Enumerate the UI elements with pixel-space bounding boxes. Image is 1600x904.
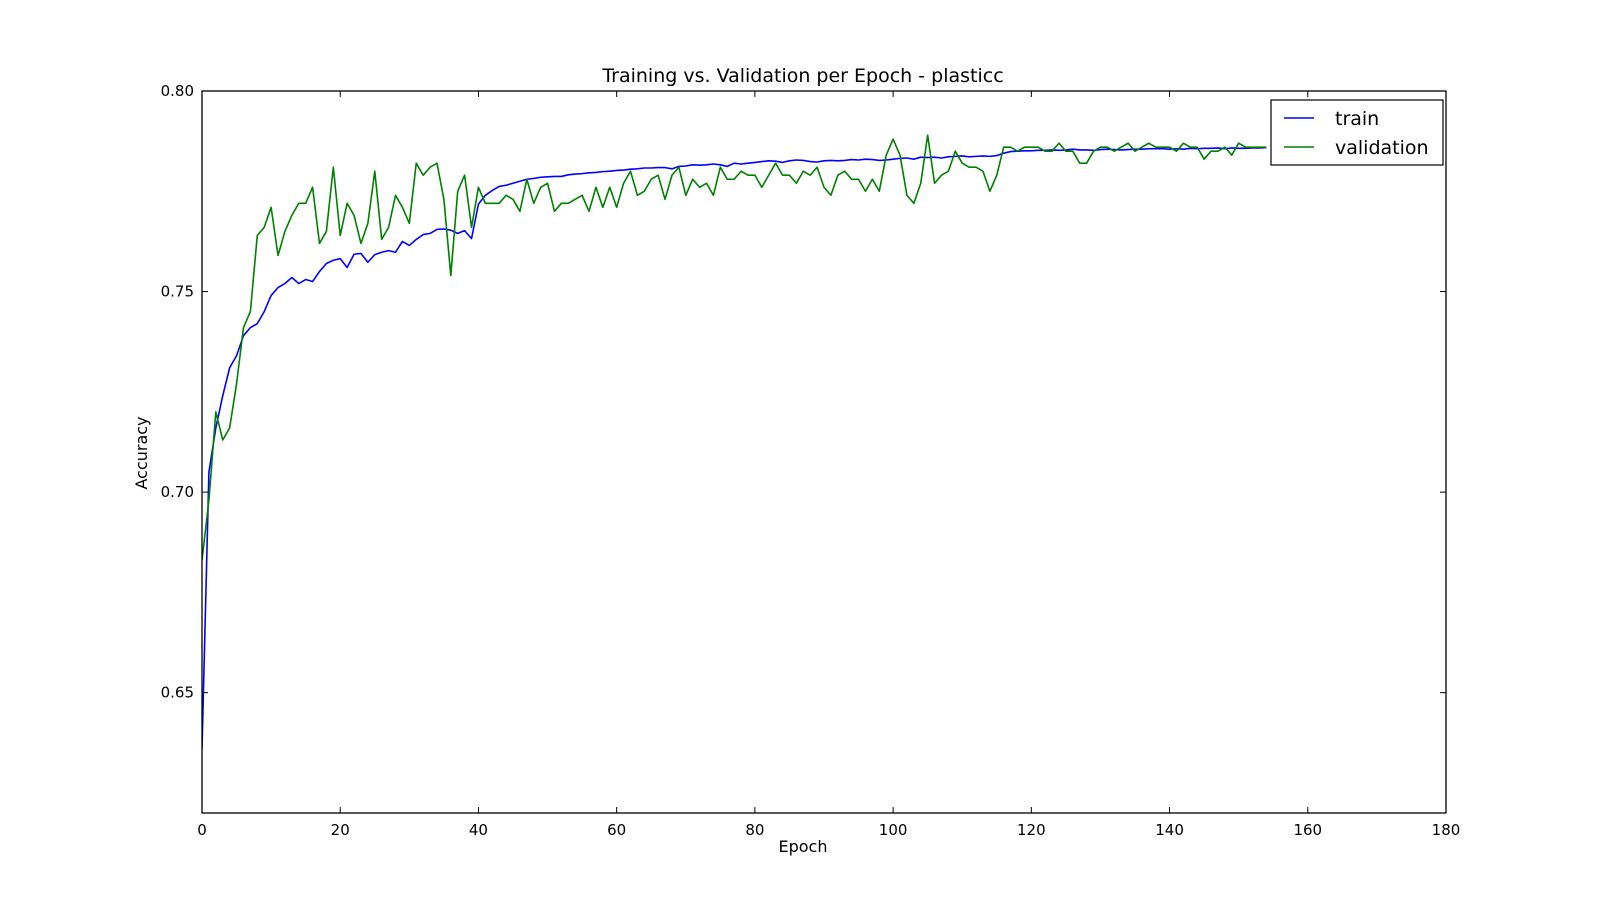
chart-title: Training vs. Validation per Epoch - plas…	[601, 65, 1003, 87]
plot-area: 0 20 40 60 80 100 120 140 160 180 0.65 0.70 0.75 0.80	[161, 82, 1461, 839]
x-tick-label: 100	[879, 821, 908, 839]
legend: train validation	[1270, 99, 1444, 166]
y-axis-label: Accuracy	[132, 416, 151, 489]
x-tick-label: 60	[607, 821, 626, 839]
x-tick-label: 80	[745, 821, 764, 839]
y-tick-label: 0.75	[161, 283, 194, 301]
x-tick-label: 0	[197, 821, 207, 839]
legend-label-validation: validation	[1335, 137, 1429, 159]
series-line-validation	[202, 134, 1267, 561]
x-tick-label: 160	[1293, 821, 1322, 839]
x-tick-label: 20	[331, 821, 350, 839]
x-tick-label: 120	[1017, 821, 1046, 839]
x-axis-label: Epoch	[779, 837, 828, 856]
x-tick-label: 180	[1432, 821, 1461, 839]
legend-label-train: train	[1335, 108, 1379, 130]
x-tick-label: 40	[469, 821, 488, 839]
legend-box	[1270, 99, 1444, 166]
y-tick-label: 0.80	[161, 82, 194, 100]
y-tick-label: 0.65	[161, 684, 194, 702]
y-tick-label: 0.70	[161, 483, 194, 501]
series-line-train	[202, 146, 1267, 749]
axes-frame	[201, 90, 1447, 814]
x-tick-label: 140	[1155, 821, 1184, 839]
